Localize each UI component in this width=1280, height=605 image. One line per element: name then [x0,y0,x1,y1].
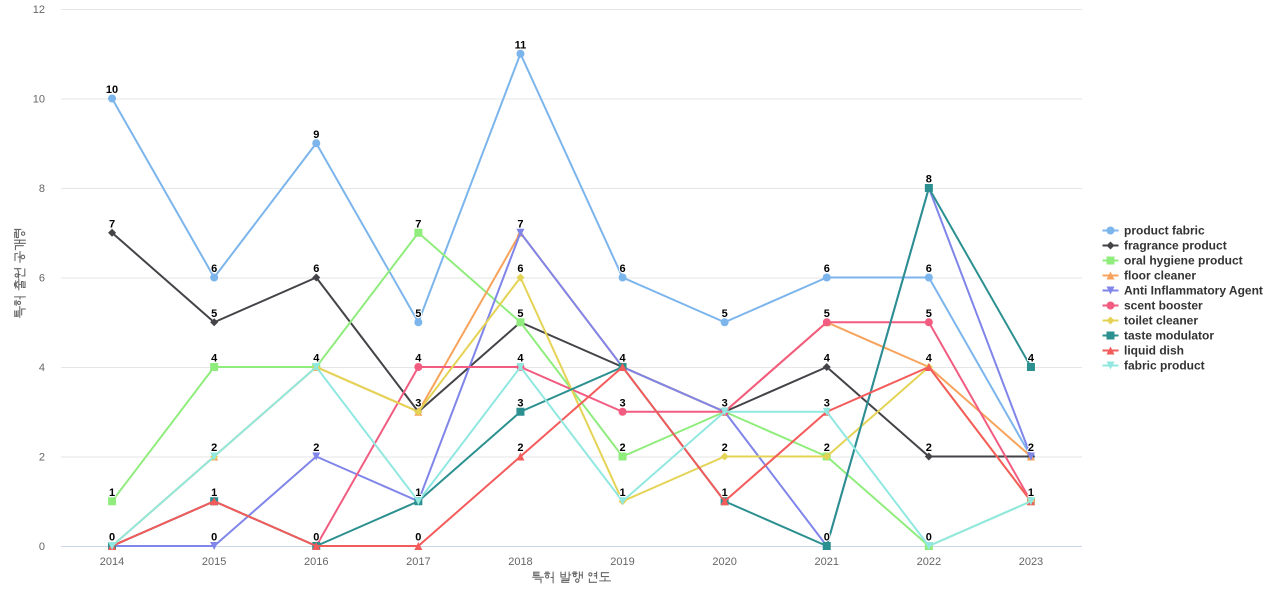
svg-text:1: 1 [619,487,625,499]
svg-text:5: 5 [926,308,932,320]
svg-text:5: 5 [722,308,728,320]
svg-text:8: 8 [39,183,45,195]
svg-text:4: 4 [415,353,422,365]
svg-text:3: 3 [722,397,728,409]
svg-text:3: 3 [517,397,523,409]
svg-text:floor cleaner: floor cleaner [1124,269,1196,283]
svg-text:5: 5 [415,308,421,320]
svg-text:7: 7 [415,218,421,230]
svg-text:4: 4 [619,353,626,365]
svg-text:4: 4 [517,353,524,365]
svg-text:4: 4 [39,362,45,374]
svg-text:3: 3 [619,397,625,409]
svg-text:0: 0 [109,532,115,544]
svg-text:6: 6 [39,273,45,285]
svg-text:6: 6 [211,263,217,275]
svg-text:0: 0 [39,541,45,553]
svg-text:5: 5 [517,308,523,320]
svg-text:3: 3 [415,397,421,409]
svg-text:2014: 2014 [100,556,124,568]
svg-text:5: 5 [211,308,217,320]
svg-text:6: 6 [313,263,319,275]
svg-text:4: 4 [211,353,218,365]
svg-text:2: 2 [926,442,932,454]
svg-text:9: 9 [313,129,319,141]
svg-text:10: 10 [106,84,118,96]
svg-text:4: 4 [824,353,831,365]
svg-text:1: 1 [1028,487,1034,499]
svg-text:2018: 2018 [508,556,532,568]
svg-text:1: 1 [109,487,115,499]
svg-text:5: 5 [824,308,830,320]
svg-text:1: 1 [722,487,728,499]
svg-text:liquid dish: liquid dish [1124,344,1184,358]
svg-text:0: 0 [313,532,319,544]
svg-text:0: 0 [211,532,217,544]
svg-text:2020: 2020 [712,556,736,568]
svg-text:2: 2 [39,452,45,464]
svg-text:2022: 2022 [917,556,941,568]
svg-text:6: 6 [824,263,830,275]
svg-text:2: 2 [517,442,523,454]
svg-text:1: 1 [415,487,421,499]
svg-text:2: 2 [313,442,319,454]
svg-text:taste modulator: taste modulator [1124,329,1214,343]
svg-text:2021: 2021 [815,556,839,568]
svg-text:2: 2 [1028,442,1034,454]
svg-text:toilet cleaner: toilet cleaner [1124,314,1198,328]
svg-text:6: 6 [517,263,523,275]
svg-text:2015: 2015 [202,556,226,568]
svg-text:7: 7 [517,218,523,230]
svg-text:10: 10 [33,94,45,106]
svg-text:2023: 2023 [1019,556,1043,568]
svg-text:1: 1 [211,487,217,499]
svg-text:2: 2 [619,442,625,454]
svg-text:2: 2 [824,442,830,454]
svg-text:11: 11 [515,39,527,51]
svg-text:scent booster: scent booster [1124,299,1203,313]
svg-text:0: 0 [926,532,932,544]
svg-text:4: 4 [926,353,933,365]
svg-text:12: 12 [33,4,45,16]
svg-text:6: 6 [926,263,932,275]
svg-text:0: 0 [415,532,421,544]
svg-text:6: 6 [619,263,625,275]
svg-text:oral hygiene product: oral hygiene product [1124,254,1243,268]
svg-text:0: 0 [824,532,830,544]
svg-text:2: 2 [722,442,728,454]
svg-text:Anti Inflammatory Agent: Anti Inflammatory Agent [1124,284,1263,298]
svg-text:3: 3 [824,397,830,409]
svg-text:8: 8 [926,174,932,186]
svg-text:4: 4 [1028,353,1035,365]
svg-text:2016: 2016 [304,556,328,568]
svg-text:7: 7 [109,218,115,230]
svg-text:product fabric: product fabric [1124,224,1205,238]
svg-text:4: 4 [313,353,320,365]
svg-text:fragrance product: fragrance product [1124,239,1227,253]
svg-text:fabric product: fabric product [1124,359,1205,373]
svg-text:2019: 2019 [610,556,634,568]
svg-text:2017: 2017 [406,556,430,568]
svg-text:2: 2 [211,442,217,454]
